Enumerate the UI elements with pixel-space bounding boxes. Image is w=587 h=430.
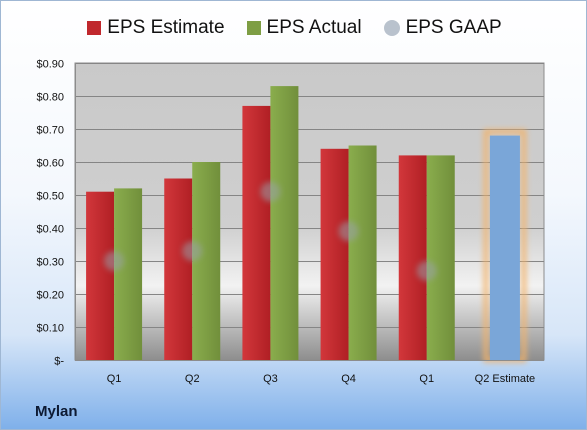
y-tick-label: $0.20 <box>36 290 64 302</box>
y-tick-label: $0.50 <box>36 191 64 203</box>
legend-label-eps-actual: EPS Actual <box>266 17 362 38</box>
marker-eps-gaap <box>338 221 359 242</box>
company-name: Mylan <box>35 403 78 420</box>
bar-eps-actual <box>270 86 299 360</box>
y-tick-label: $0.60 <box>36 158 64 170</box>
bar-eps-actual <box>348 145 377 360</box>
bar-eps-actual <box>192 162 221 360</box>
x-tick-label: Q2 <box>185 373 200 385</box>
y-tick-label: $0.30 <box>36 257 64 269</box>
y-tick-label: $0.70 <box>36 125 64 137</box>
legend-item-eps-estimate: EPS Estimate <box>87 17 225 39</box>
bar-eps-estimate <box>164 178 193 360</box>
marker-eps-gaap <box>416 260 437 281</box>
x-tick-label: Q2 Estimate <box>475 373 536 385</box>
legend-swatch-eps-gaap <box>383 20 400 36</box>
x-tick-label: Q4 <box>341 373 356 385</box>
bar-eps-actual <box>114 188 143 360</box>
bar-eps-actual <box>426 155 455 360</box>
x-tick-label: Q3 <box>263 373 278 385</box>
legend-item-eps-actual: EPS Actual <box>246 17 362 39</box>
x-tick-label: Q1 <box>107 373 122 385</box>
marker-eps-gaap <box>182 241 203 262</box>
chart-legend: EPS Estimate EPS Actual EPS GAAP <box>1 17 586 39</box>
bar-eps-estimate <box>86 191 115 360</box>
legend-item-eps-gaap: EPS GAAP <box>383 17 502 39</box>
x-tick-label: Q1 <box>419 373 434 385</box>
bar-eps-estimate-future <box>489 135 520 360</box>
y-tick-label: $- <box>54 356 64 368</box>
y-tick-label: $0.90 <box>36 59 64 71</box>
bar-eps-estimate <box>242 105 271 361</box>
bar-eps-estimate <box>398 155 427 360</box>
marker-eps-gaap <box>260 181 281 202</box>
legend-label-eps-gaap: EPS GAAP <box>405 17 502 38</box>
y-tick-label: $0.80 <box>36 92 64 104</box>
bar-eps-estimate <box>320 148 349 360</box>
marker-eps-gaap <box>104 251 125 271</box>
legend-label-eps-estimate: EPS Estimate <box>107 17 225 38</box>
y-tick-label: $0.10 <box>36 323 64 335</box>
y-tick-label: $0.40 <box>36 224 64 236</box>
plot-area <box>74 62 545 361</box>
legend-swatch-eps-estimate <box>87 21 102 35</box>
legend-swatch-eps-actual <box>246 21 261 35</box>
